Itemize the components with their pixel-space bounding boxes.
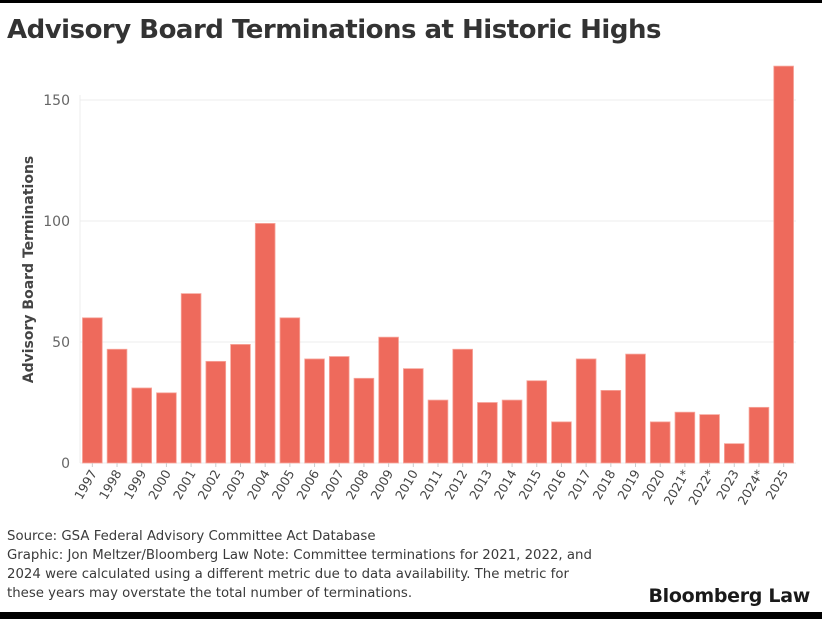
bar xyxy=(378,336,399,464)
x-tick-label: 2017 xyxy=(565,467,594,502)
x-tick-label: 2007 xyxy=(318,467,347,502)
bar xyxy=(205,360,227,464)
bar xyxy=(748,406,770,464)
bar xyxy=(403,368,424,464)
bar xyxy=(230,344,251,464)
chart-title: Advisory Board Terminations at Historic … xyxy=(7,15,661,45)
y-tick-label: 0 xyxy=(61,456,70,472)
x-tick-label: 2009 xyxy=(367,467,396,502)
footnote-line-3: these years may overstate the total numb… xyxy=(7,586,413,601)
bar xyxy=(254,223,276,464)
bar xyxy=(427,399,449,464)
bar xyxy=(575,358,597,464)
x-tick-label: 2025 xyxy=(762,467,791,502)
bar xyxy=(82,317,103,464)
bar xyxy=(674,411,696,464)
bar xyxy=(452,348,473,464)
bloomberg-law-logo: Bloomberg Law xyxy=(648,585,810,607)
x-tick-label: 1997 xyxy=(71,467,100,502)
bar xyxy=(156,392,177,464)
bar xyxy=(106,348,128,464)
x-tick-label: 2002 xyxy=(194,467,223,502)
x-tick-label: 1999 xyxy=(120,467,149,502)
source-note: Source: GSA Federal Advisory Committee A… xyxy=(7,529,376,544)
x-tick-label: 2019 xyxy=(614,467,643,502)
x-tick-label: 2015 xyxy=(515,467,544,502)
bar xyxy=(279,317,301,464)
x-tick-label: 2003 xyxy=(219,467,248,502)
x-tick-label: 2011 xyxy=(417,467,446,502)
x-tick-label: 2014 xyxy=(491,467,520,502)
x-tick-label: 2004 xyxy=(244,467,273,502)
bar xyxy=(526,380,548,464)
x-tick-label: 2000 xyxy=(145,467,174,502)
x-tick-label: 2016 xyxy=(540,467,569,502)
bar xyxy=(649,421,671,464)
y-tick-label: 150 xyxy=(43,93,70,109)
x-tick-label: 1998 xyxy=(96,467,125,502)
bar xyxy=(328,356,350,464)
x-tick-label: 2010 xyxy=(392,467,421,502)
bar xyxy=(304,358,325,464)
bar xyxy=(551,421,572,464)
x-tick-label: 2008 xyxy=(343,467,372,502)
x-tick-label: 2018 xyxy=(590,467,619,502)
bar xyxy=(625,353,646,464)
footnote-line-2: 2024 were calculated using a different m… xyxy=(7,567,569,582)
chart-card: Advisory Board Terminations at Historic … xyxy=(0,3,822,612)
footnote-line-1: Graphic: Jon Meltzer/Bloomberg Law Note:… xyxy=(7,548,592,563)
y-tick-label: 50 xyxy=(52,335,70,351)
bar-chart: 0 50 100 150 Advisory Board Terminations 1997… xyxy=(21,65,796,507)
x-tick-label: 2001 xyxy=(170,467,199,502)
y-tick-label: 100 xyxy=(43,214,70,230)
x-tick-label: 2005 xyxy=(269,467,298,502)
bar xyxy=(773,65,794,464)
bar xyxy=(180,293,202,464)
bar xyxy=(600,389,622,464)
x-tick-label: 2006 xyxy=(293,467,322,502)
bar xyxy=(477,402,498,464)
bar xyxy=(699,414,720,464)
x-tick-label: 2012 xyxy=(441,467,470,502)
x-tick-label: 2013 xyxy=(466,467,495,502)
bar xyxy=(501,399,523,464)
bar xyxy=(131,387,153,464)
bar xyxy=(353,377,375,464)
y-axis-label: Advisory Board Terminations xyxy=(21,156,37,383)
bar xyxy=(724,443,745,464)
